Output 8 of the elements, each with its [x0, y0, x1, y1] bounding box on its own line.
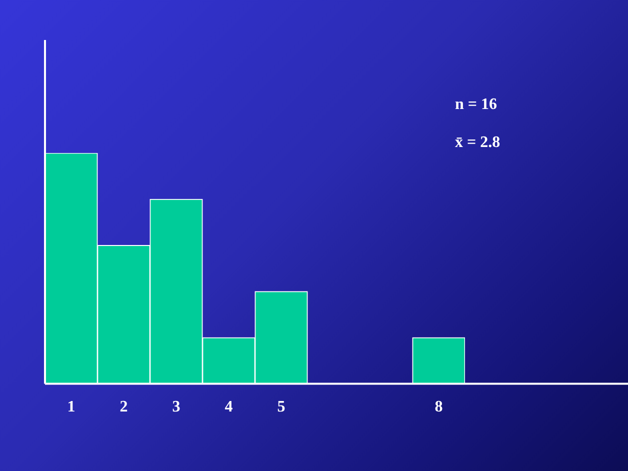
x-tick-label: 8	[434, 398, 443, 416]
x-tick-label: 4	[224, 398, 233, 416]
x-tick-label: 5	[277, 398, 286, 416]
text: x̄ = 2.8	[455, 134, 500, 152]
text: n = 16	[455, 96, 498, 114]
x-tick-label: 1	[67, 398, 76, 416]
x-tick-label: 2	[120, 398, 128, 416]
x-tick-label: 3	[172, 398, 180, 416]
